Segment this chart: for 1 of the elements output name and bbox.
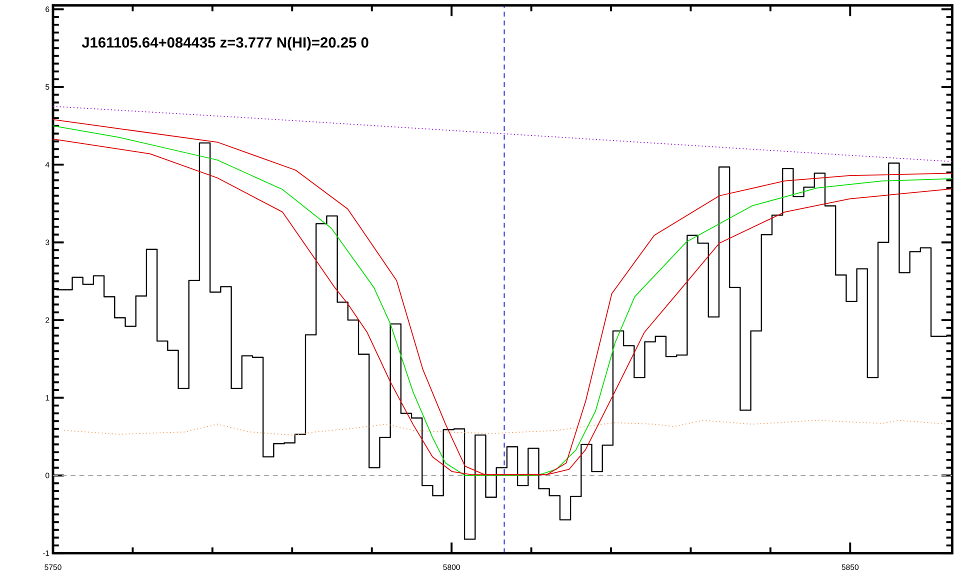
text: J161105.64+084435 z=3.777 N(HI)=20.25 0 xyxy=(82,36,368,50)
